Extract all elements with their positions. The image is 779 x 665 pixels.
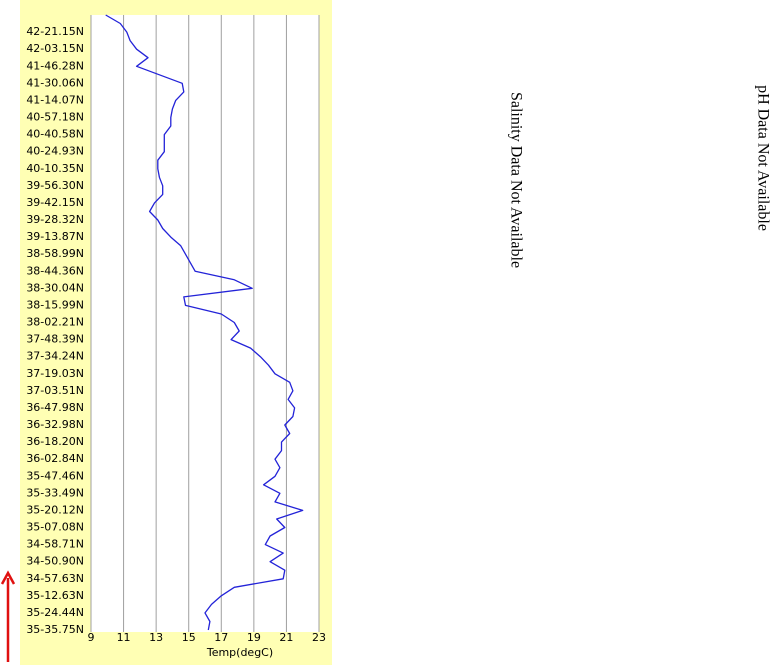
y-tick-label: 41-46.28N [26, 59, 84, 72]
x-tick-label: 23 [312, 631, 326, 644]
y-tick-label: 36-18.20N [26, 435, 84, 448]
y-tick-label: 39-13.87N [26, 230, 84, 243]
y-tick-label: 42-03.15N [26, 42, 84, 55]
y-tick-label: 41-30.06N [26, 76, 84, 89]
y-tick-label: 38-02.21N [26, 316, 84, 329]
x-tick-label: 9 [88, 631, 95, 644]
y-tick-label: 38-30.04N [26, 281, 84, 294]
x-tick-label: 13 [149, 631, 163, 644]
salinity-note: Salinity Data Not Available [507, 92, 524, 268]
y-tick-label: 36-47.98N [26, 401, 84, 414]
x-tick-label: 17 [214, 631, 228, 644]
x-tick-label: 19 [247, 631, 261, 644]
y-tick-label: 39-28.32N [26, 213, 84, 226]
temperature-line [105, 14, 304, 631]
y-tick-label: 35-47.46N [26, 469, 84, 482]
y-tick-label: 34-50.90N [26, 555, 84, 568]
x-tick-label: 11 [117, 631, 131, 644]
y-tick-label: 35-12.63N [26, 589, 84, 602]
y-tick-label: 38-15.99N [26, 298, 84, 311]
y-tick-label: 40-57.18N [26, 111, 84, 124]
y-tick-label: 39-42.15N [26, 196, 84, 209]
y-tick-label: 40-24.93N [26, 145, 84, 158]
y-tick-label: 38-44.36N [26, 264, 84, 277]
y-tick-label: 35-24.44N [26, 606, 84, 619]
y-tick-label: 36-32.98N [26, 418, 84, 431]
x-tick-label: 21 [279, 631, 293, 644]
ph-note: pH Data Not Available [754, 85, 771, 231]
x-tick-label: 15 [182, 631, 196, 644]
y-tick-label: 36-02.84N [26, 452, 84, 465]
plot-area [91, 15, 319, 632]
y-tick-label: 39-56.30N [26, 179, 84, 192]
direction-arrow [0, 570, 16, 662]
y-tick-label: 42-21.15N [26, 25, 84, 38]
y-tick-label: 35-07.08N [26, 521, 84, 534]
y-tick-label: 35-20.12N [26, 503, 84, 516]
y-tick-label: 41-14.07N [26, 93, 84, 106]
y-tick-label: 35-33.49N [26, 486, 84, 499]
y-tick-label: 37-03.51N [26, 384, 84, 397]
y-tick-label: 37-48.39N [26, 333, 84, 346]
x-axis-title: Temp(degC) [206, 646, 273, 659]
y-tick-label: 40-40.58N [26, 128, 84, 141]
y-tick-label: 34-57.63N [26, 572, 84, 585]
y-tick-label: 37-34.24N [26, 350, 84, 363]
y-tick-label: 40-10.35N [26, 162, 84, 175]
y-tick-label: 37-19.03N [26, 367, 84, 380]
y-tick-label: 38-58.99N [26, 247, 84, 260]
y-tick-label: 35-35.75N [26, 623, 84, 636]
y-tick-label: 34-58.71N [26, 538, 84, 551]
